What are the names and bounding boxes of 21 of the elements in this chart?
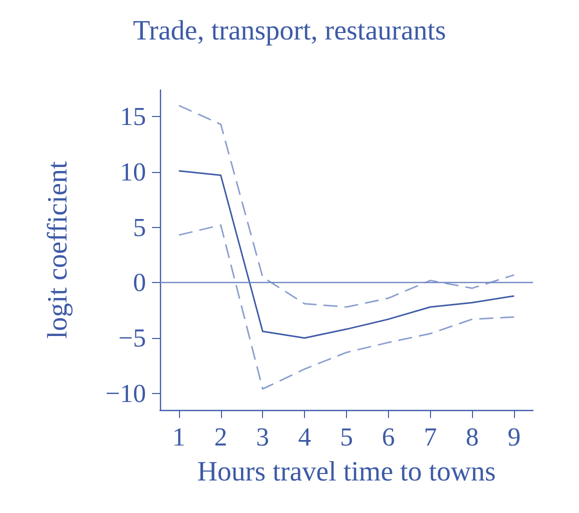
x-axis-title: Hours travel time to towns: [197, 456, 496, 488]
y-tick-label: −10: [105, 378, 146, 408]
y-tick-label: 0: [133, 268, 146, 298]
x-tick-label: 4: [298, 422, 312, 452]
x-tick-label: 3: [256, 422, 270, 452]
line-series: [178, 224, 515, 390]
y-tick-label: −5: [118, 324, 146, 353]
x-tick-label: 2: [214, 422, 228, 452]
y-tick-label: 5: [133, 212, 146, 242]
line-series: [178, 170, 515, 339]
x-tick-label: 7: [424, 422, 437, 452]
chart-title: Trade, transport, restaurants: [132, 16, 446, 46]
x-tick-label: 6: [382, 422, 395, 452]
x-tick-label: 8: [466, 422, 479, 452]
y-axis-title: logit coefficient: [42, 161, 74, 339]
y-tick-label: 15: [120, 102, 146, 132]
x-tick-label: 1: [172, 422, 186, 452]
y-tick-label: 10: [120, 157, 146, 186]
x-tick-label: 9: [508, 422, 521, 452]
x-tick-label: 5: [340, 422, 353, 452]
line-series: [178, 104, 515, 308]
